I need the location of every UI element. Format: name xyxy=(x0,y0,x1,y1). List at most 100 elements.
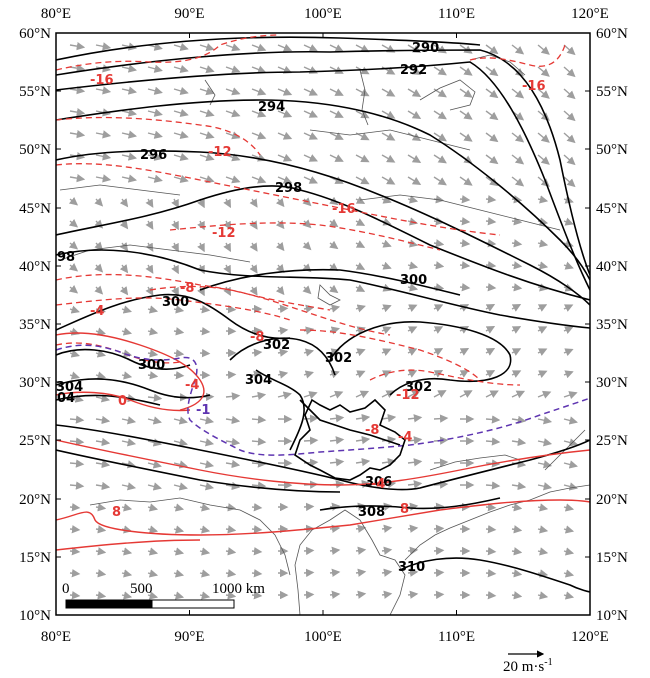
geopotential-label: 310 xyxy=(398,560,425,575)
wind-vector xyxy=(95,130,112,139)
wind-vector xyxy=(303,370,314,379)
wind-vector xyxy=(68,284,79,294)
wind-vector xyxy=(433,546,445,556)
wind-vector xyxy=(225,131,241,140)
wind-vector xyxy=(381,326,392,335)
wind-vector xyxy=(485,88,499,99)
wind-vector xyxy=(95,349,107,358)
wind-vector xyxy=(485,195,497,204)
wind-vector xyxy=(173,64,189,73)
wind-vector xyxy=(199,460,215,469)
wind-vector xyxy=(563,88,576,100)
wind-vector xyxy=(433,132,447,142)
wind-vector xyxy=(329,568,341,577)
lat-label-left-50n: 50°N xyxy=(19,142,51,158)
wind-vector xyxy=(485,390,499,399)
wind-vector xyxy=(173,86,189,95)
wind-vector xyxy=(433,480,449,489)
wind-vector xyxy=(485,132,499,143)
wind-vector xyxy=(407,304,418,313)
wind-vector xyxy=(145,198,154,208)
wind-vector xyxy=(277,131,293,140)
wind-vector xyxy=(485,415,501,424)
scale-label-mid: 500 xyxy=(130,581,153,597)
wind-vector xyxy=(355,304,366,313)
geopotential-label: 296 xyxy=(140,148,167,163)
wind-vector xyxy=(355,110,370,119)
wind-vector xyxy=(69,503,81,512)
wind-vector xyxy=(381,546,393,555)
wind-vector xyxy=(251,131,267,140)
wind-vector xyxy=(485,437,501,446)
wind-vector xyxy=(197,286,205,297)
wind-reference-label: 20 m·s-1 xyxy=(503,657,553,675)
wind-vector xyxy=(407,502,419,511)
wind-reference: 20 m·s-1 xyxy=(503,650,553,675)
temperature-label: 8 xyxy=(112,505,121,520)
wind-vector xyxy=(121,547,133,556)
wind-vector xyxy=(537,547,549,556)
wind-vector xyxy=(251,109,267,118)
wind-vector xyxy=(485,590,497,600)
geopotential-label: 290 xyxy=(412,41,439,56)
wind-vector xyxy=(225,109,241,118)
wind-vector xyxy=(121,64,138,73)
wind-vector xyxy=(433,568,445,578)
wind-vector xyxy=(355,262,366,270)
wind-vector xyxy=(225,65,241,74)
wind-vector xyxy=(277,175,293,184)
wind-reference-text: 20 m·s xyxy=(503,659,544,675)
temperature-contours-dashed xyxy=(56,34,566,386)
wind-vector xyxy=(407,283,419,292)
wind-vector xyxy=(277,153,293,162)
wind-vector xyxy=(381,390,395,399)
lon-label-top-90e: 90°E xyxy=(174,6,204,22)
wind-vector xyxy=(485,502,497,512)
lon-label-bottom-90e: 90°E xyxy=(174,629,204,645)
wind-vector xyxy=(225,153,241,162)
wind-vector xyxy=(329,132,344,140)
wind-vector xyxy=(511,481,527,491)
wind-vector xyxy=(355,154,370,163)
wind-vector xyxy=(147,525,159,534)
wind-vector xyxy=(69,547,81,556)
wind-vector xyxy=(537,326,548,334)
wind-vector xyxy=(381,176,396,185)
wind-vector xyxy=(537,283,549,292)
lat-label-right-20n: 20°N xyxy=(596,492,628,508)
wind-vector xyxy=(355,88,370,97)
wind-vector xyxy=(303,502,315,512)
wind-vector xyxy=(407,546,419,555)
wind-vector xyxy=(173,174,189,183)
geopotential-label: 308 xyxy=(358,505,385,520)
lat-label-left-55n: 55°N xyxy=(19,84,51,100)
wind-vector xyxy=(433,110,447,120)
wind-vector xyxy=(511,525,523,534)
wind-vector xyxy=(381,195,392,204)
wind-vector xyxy=(537,569,549,578)
wind-vector xyxy=(485,326,496,334)
wind-vector xyxy=(145,286,154,296)
wind-vector xyxy=(485,370,496,378)
geopotential-label-group: 290 292 294 296 298 98 300 300 300 302 3… xyxy=(56,41,439,575)
wind-vector xyxy=(355,218,366,226)
wind-vector xyxy=(537,195,549,204)
lat-label-left-45n: 45°N xyxy=(19,201,51,217)
wind-vector xyxy=(485,110,499,121)
wind-vector xyxy=(119,242,129,252)
wind-vector xyxy=(381,435,397,445)
wind-vector xyxy=(433,326,444,334)
temperature-label: -16 xyxy=(332,202,356,217)
wind-vector xyxy=(277,109,293,118)
wind-vector xyxy=(225,503,237,512)
scale-bar: 0 500 1000 km xyxy=(62,581,265,609)
wind-vector xyxy=(277,304,289,314)
wind-vector xyxy=(511,239,523,248)
wind-vector xyxy=(407,436,423,445)
wind-vector xyxy=(433,414,449,423)
wind-vector xyxy=(197,220,205,231)
wind-vector xyxy=(485,176,499,187)
wind-vector xyxy=(563,176,576,188)
wind-vector xyxy=(277,391,292,400)
wind-vector xyxy=(251,370,263,379)
